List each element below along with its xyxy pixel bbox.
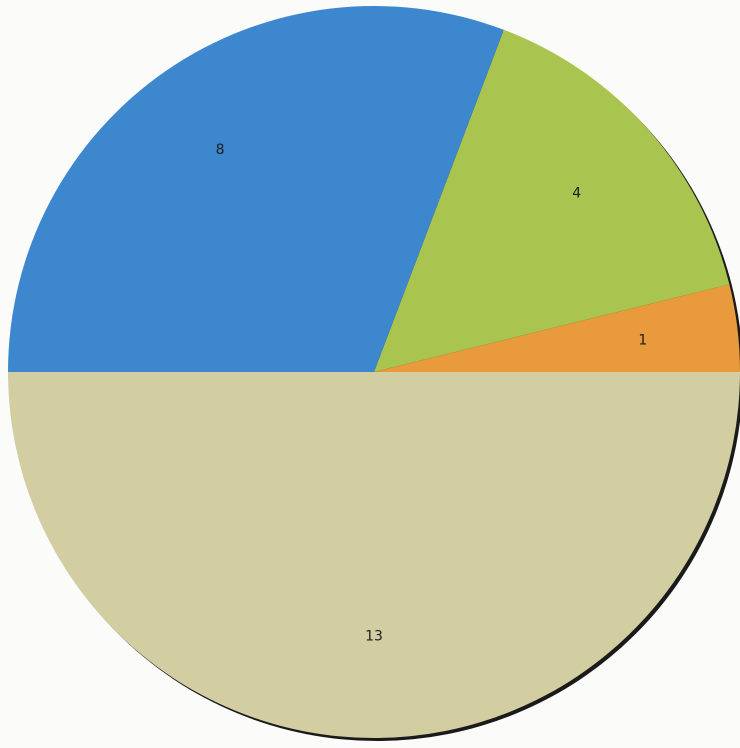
pie-label-8: 8 bbox=[216, 142, 225, 158]
pie-label-13: 13 bbox=[365, 629, 383, 645]
pie-slices bbox=[8, 5, 740, 738]
pie-slice-1 bbox=[374, 284, 740, 372]
pie-label-4: 4 bbox=[572, 185, 581, 201]
pie-slice-13 bbox=[8, 372, 740, 738]
pie-labels: 1 4 8 13 bbox=[216, 142, 648, 644]
pie-label-1: 1 bbox=[638, 332, 647, 348]
pie-slice-8 bbox=[8, 5, 504, 372]
pie-slice-4 bbox=[374, 29, 730, 372]
